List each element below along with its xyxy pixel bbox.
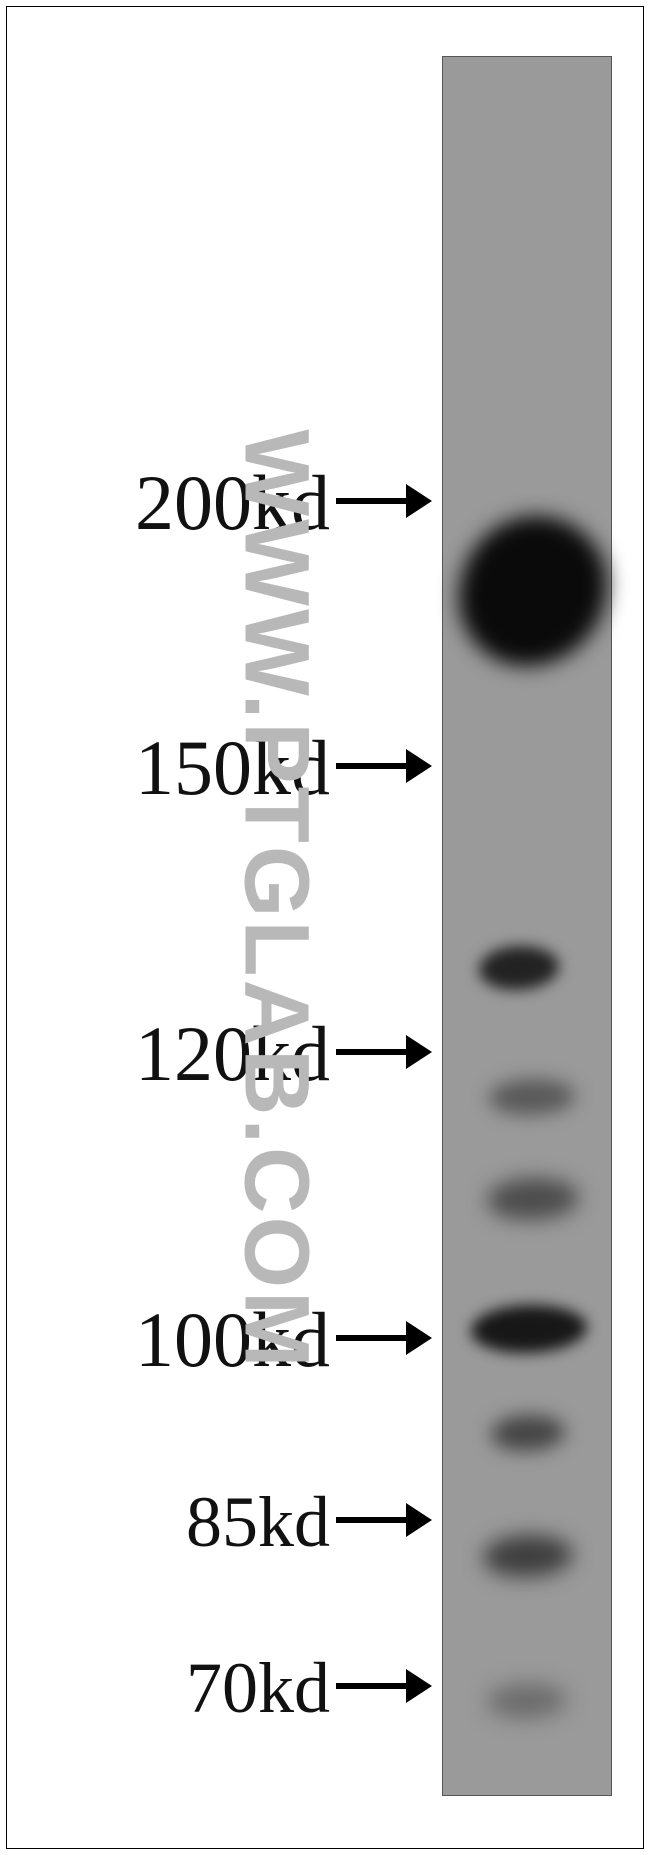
arrow-right-icon: [336, 482, 432, 525]
blot-lane: [442, 56, 612, 1796]
marker-row: 70kd: [0, 1646, 432, 1730]
marker-row: 120kd: [0, 1009, 432, 1099]
blot-band: [487, 1178, 579, 1220]
blot-band: [489, 1079, 575, 1115]
blot-band: [491, 1415, 565, 1451]
marker-row: 85kd: [0, 1480, 432, 1564]
arrow-right-icon: [336, 1501, 432, 1544]
blot-band: [471, 1305, 587, 1353]
marker-label: 70kd: [186, 1647, 330, 1730]
arrow-right-icon: [336, 1033, 432, 1076]
blot-band: [487, 1684, 567, 1718]
arrow-right-icon: [336, 1667, 432, 1710]
blot-band: [459, 516, 607, 666]
blot-band: [479, 946, 559, 990]
arrow-right-icon: [336, 1319, 432, 1362]
watermark-text: WWW.PTGLAB.COM: [224, 429, 329, 1370]
blot-band: [483, 1535, 573, 1577]
arrow-right-icon: [336, 747, 432, 790]
marker-labels-column: 200kd 150kd 120kd 100kd 85kd 70kd: [0, 0, 432, 1855]
marker-row: 150kd: [0, 723, 432, 813]
marker-row: 200kd: [0, 458, 432, 548]
marker-label: 85kd: [186, 1481, 330, 1564]
marker-row: 100kd: [0, 1295, 432, 1385]
